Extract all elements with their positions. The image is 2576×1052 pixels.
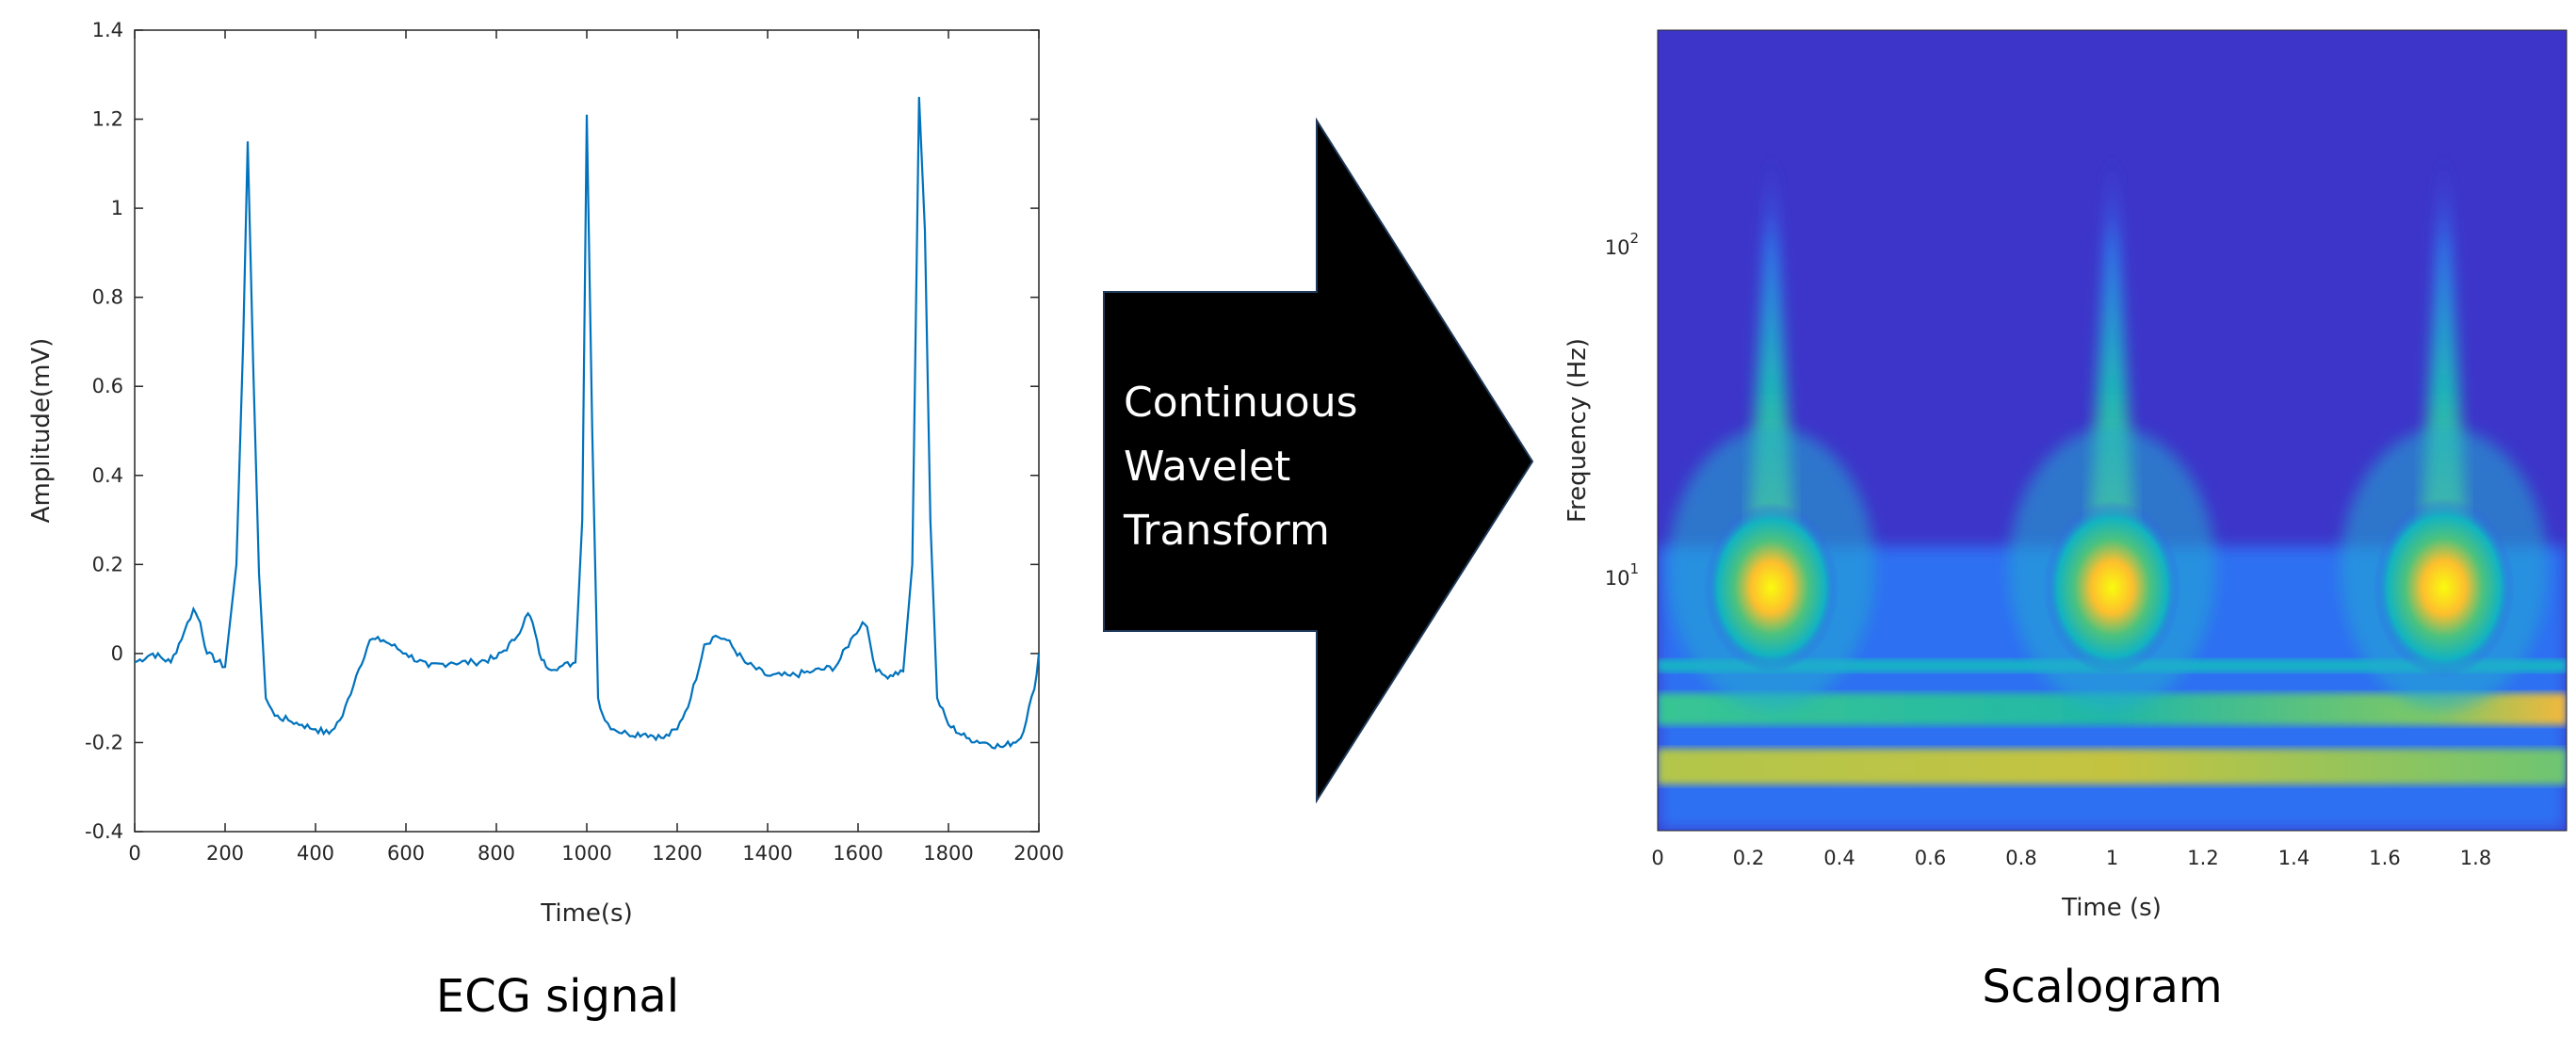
scalogram-x-ticks: 0 0.2 0.4 0.6 0.8 1 1.2 1.4 1.6 1.8	[1651, 847, 2491, 869]
ecg-x-tick-label: 600	[387, 842, 425, 865]
ecg-x-tick-label: 1400	[742, 842, 792, 865]
scalogram-x-tick-label: 0.4	[1823, 847, 1855, 869]
scalogram-caption: Scalogram	[1982, 961, 2222, 1013]
scalogram-x-tick-label: 1.8	[2460, 847, 2491, 869]
scalogram-peak-core	[1704, 502, 1839, 673]
arrow-shape	[1103, 117, 1534, 804]
ecg-x-tick-label: 0	[128, 842, 140, 865]
scalogram-x-tick-label: 0	[1651, 847, 1663, 869]
ecg-caption: ECG signal	[436, 970, 679, 1023]
ecg-chart: 0 200 400 600 800 1000 1200 1400 1600 1800 2000 -0…	[27, 19, 1064, 928]
scalogram-x-tick-label: 1	[2106, 847, 2118, 869]
scalogram-y-axis-label: Frequency (Hz)	[1563, 338, 1592, 523]
cwt-arrow: Continuous Wavelet Transform	[1103, 117, 1534, 804]
scalogram-peak-core	[2373, 497, 2515, 677]
ecg-y-tick-label: 0.6	[92, 375, 123, 397]
ecg-y-tick-label: 0.8	[92, 286, 123, 309]
scalogram-peak	[2340, 143, 2548, 710]
arrow-text-line-2: Wavelet	[1124, 443, 1290, 491]
scalogram-peak	[2008, 143, 2216, 710]
ecg-x-tick-label: 800	[478, 842, 515, 865]
scalogram-x-tick-label: 0.2	[1733, 847, 1764, 869]
ecg-y-tick-label: -0.2	[85, 731, 123, 753]
scalogram-peak-core	[2043, 500, 2181, 674]
ecg-x-tick-label: 1000	[561, 842, 611, 865]
ecg-y-tick-label: 0.4	[92, 464, 123, 487]
scalogram-x-tick-label: 1.6	[2369, 847, 2400, 869]
scalogram-y-ticks: 102 101	[1605, 230, 1639, 590]
scalogram-x-tick-label: 0.6	[1915, 847, 1946, 869]
arrow-text-line-3: Transform	[1123, 507, 1330, 555]
ecg-series-line	[134, 96, 1041, 750]
ecg-x-tick-label: 2000	[1013, 842, 1063, 865]
scalogram-chart: 0 0.2 0.4 0.6 0.8 1 1.2 1.4 1.6 1.8 102 101 Time …	[1563, 29, 2568, 922]
ecg-y-tick-label: -0.4	[85, 820, 123, 843]
ecg-x-tick-label: 1800	[923, 842, 973, 865]
arrow-text-line-1: Continuous	[1124, 379, 1358, 427]
ecg-x-ticks: 0 200 400 600 800 1000 1200 1400 1600 1800 2000	[128, 30, 1064, 865]
scalogram-peak	[1667, 143, 1875, 710]
ecg-y-tick-label: 1.4	[92, 19, 123, 41]
ecg-y-tick-label: 0.2	[92, 553, 123, 575]
scalogram-y-tick-100: 102	[1605, 230, 1639, 259]
ecg-x-tick-label: 1600	[833, 842, 883, 865]
ecg-x-tick-label: 400	[297, 842, 334, 865]
scalogram-band-lower	[1658, 749, 2567, 785]
scalogram-x-tick-label: 1.4	[2278, 847, 2309, 869]
ecg-x-tick-label: 1200	[652, 842, 702, 865]
ecg-y-axis-label: Amplitude(mV)	[27, 338, 56, 524]
ecg-y-tick-label: 0	[111, 642, 123, 665]
ecg-y-tick-label: 1.2	[92, 108, 123, 131]
ecg-y-tick-label: 1	[111, 197, 123, 219]
ecg-y-ticks: -0.4 -0.2 0 0.2 0.4 0.6 0.8 1 1.2 1.4	[85, 19, 1039, 843]
ecg-x-tick-label: 200	[206, 842, 244, 865]
scalogram-x-tick-label: 0.8	[2005, 847, 2036, 869]
scalogram-image	[1658, 143, 2567, 831]
ecg-x-axis-label: Time(s)	[540, 899, 632, 928]
scalogram-x-axis-label: Time (s)	[2061, 894, 2162, 922]
scalogram-peaks	[1667, 143, 2548, 710]
scalogram-frame	[1657, 29, 2568, 832]
scalogram-x-tick-label: 1.2	[2187, 847, 2218, 869]
scalogram-y-tick-10: 101	[1605, 560, 1639, 590]
